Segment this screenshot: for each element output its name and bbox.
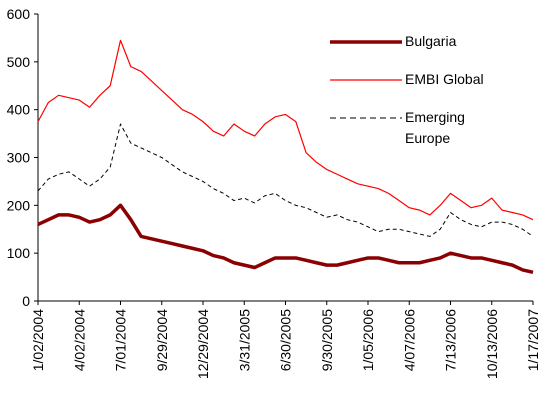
y-tick-label: 500 [7,54,31,70]
x-tick-label: 6/30/2005 [278,309,294,371]
x-tick-label: 1/05/2006 [360,309,376,371]
x-tick-label: 3/31/2005 [236,309,252,371]
x-tick-label: 7/13/2006 [443,309,459,371]
y-tick-label: 400 [7,102,31,118]
y-tick-label: 100 [7,245,31,261]
series-line [37,123,534,237]
y-tick-label: 0 [22,293,30,309]
legend-label: EMBI Global [405,71,484,87]
x-tick-label: 4/02/2004 [71,309,87,371]
series-line [37,39,534,221]
series-line [37,203,534,275]
y-tick-label: 300 [7,150,31,166]
x-tick-label: 1/17/2007 [525,309,539,371]
y-tick-label: 200 [7,197,31,213]
x-tick-label: 7/01/2004 [113,309,129,371]
x-tick-label: 12/29/2004 [195,309,211,379]
x-tick-label: 9/30/2005 [319,309,335,371]
x-tick-label: 1/02/2004 [30,309,46,371]
x-tick-label: 10/13/2006 [484,309,500,379]
x-tick-label: 9/29/2004 [154,309,170,371]
legend-label: Bulgaria [405,33,457,49]
y-tick-label: 600 [7,6,31,22]
legend-label: Emerging Europe [405,109,465,146]
x-tick-label: 4/07/2006 [401,309,417,371]
